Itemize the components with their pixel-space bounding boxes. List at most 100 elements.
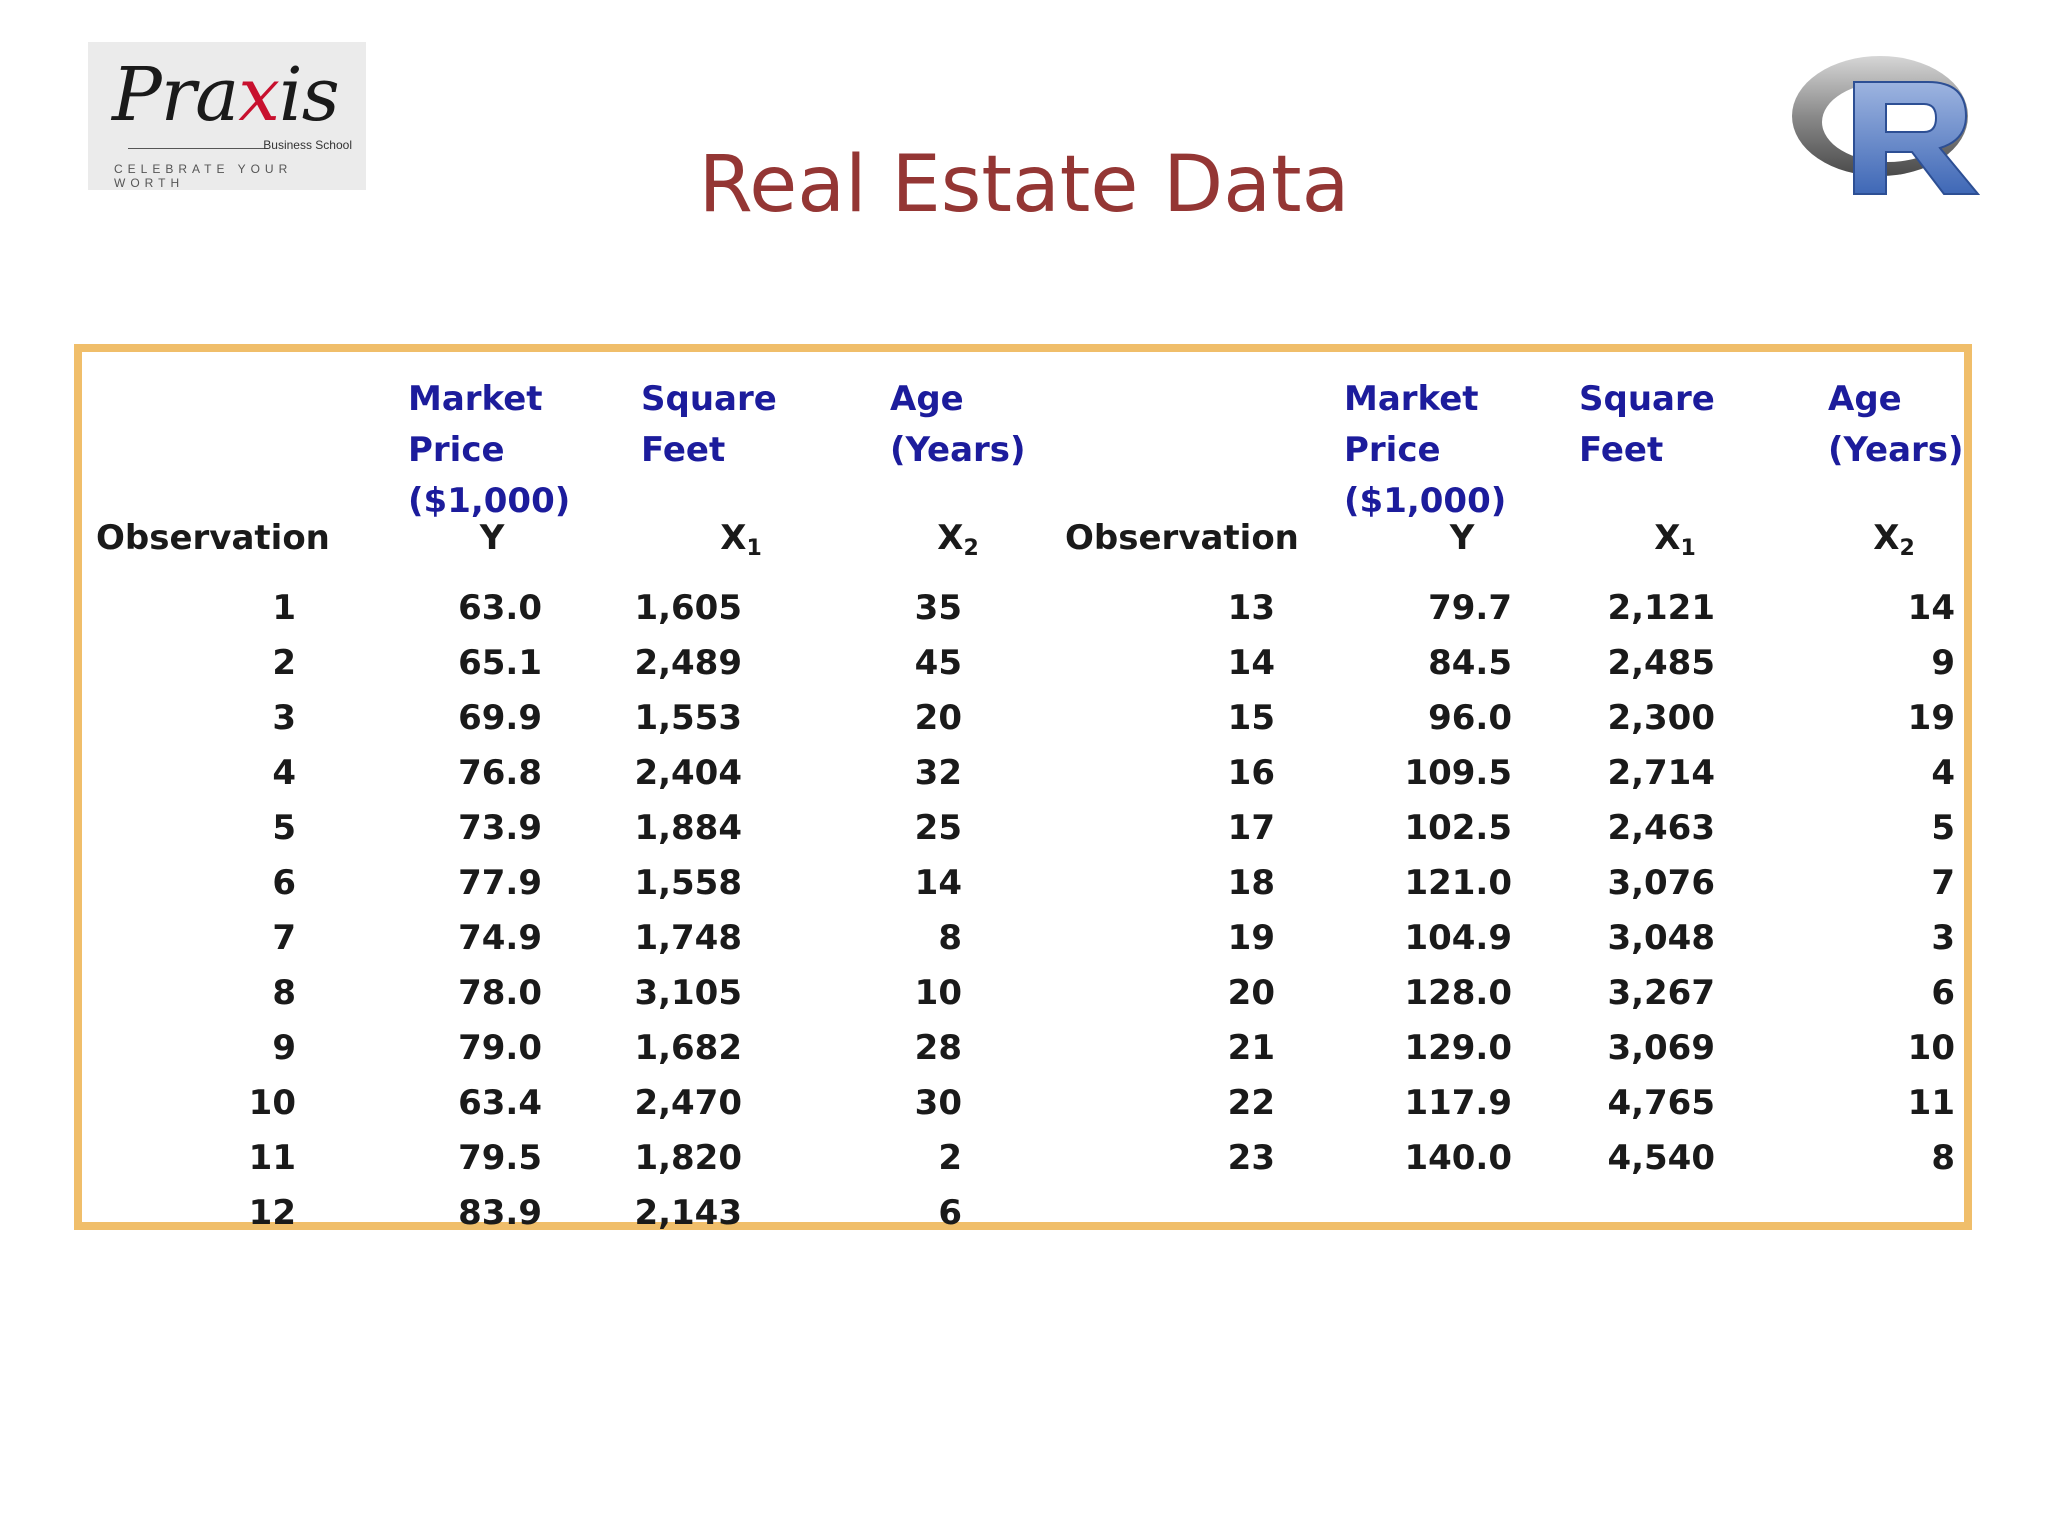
table-cell-left-obs: 6 (272, 863, 296, 903)
table-cell-right-y: 140.0 (1404, 1138, 1512, 1178)
table-cell-left-x2: 25 (914, 808, 962, 848)
table-cell-right-x1: 4,540 (1607, 1138, 1715, 1178)
table-cell-right-x1: 3,076 (1607, 863, 1715, 903)
table-cell-left-obs: 9 (272, 1028, 296, 1068)
table-cell-left-y: 63.0 (458, 588, 542, 628)
x-symbol: X (1654, 518, 1681, 558)
praxis-tagline: CELEBRATE YOUR WORTH (114, 162, 293, 190)
header-x1-right: X1 (1630, 518, 1720, 561)
table-cell-right-obs: 16 (1227, 753, 1275, 793)
table-cell-left-x2: 45 (914, 643, 962, 683)
table-cell-right-obs: 13 (1227, 588, 1275, 628)
header-observation-right: Observation (1065, 518, 1299, 558)
table-cell-left-obs: 4 (272, 753, 296, 793)
table-cell-right-x1: 4,765 (1607, 1083, 1715, 1123)
table-cell-left-y: 63.4 (458, 1083, 542, 1123)
table-cell-left-obs: 3 (272, 698, 296, 738)
table-cell-left-x2: 8 (938, 918, 962, 958)
x-subscript: 2 (963, 536, 979, 561)
table-cell-left-x2: 28 (914, 1028, 962, 1068)
table-cell-right-x2: 7 (1931, 863, 1955, 903)
header-square-feet-right: Square Feet (1579, 379, 1715, 470)
table-cell-left-x1: 2,404 (634, 753, 742, 793)
header-x2-right: X2 (1854, 518, 1934, 561)
x-subscript: 2 (1899, 536, 1915, 561)
table-cell-right-x1: 2,121 (1607, 588, 1715, 628)
table-cell-right-obs: 15 (1227, 698, 1275, 738)
table-cell-right-x1: 3,048 (1607, 918, 1715, 958)
header-age-right: Age (Years) (1828, 379, 1964, 470)
table-cell-left-y: 76.8 (458, 753, 542, 793)
logo-rule (128, 148, 268, 149)
table-cell-right-y: 96.0 (1428, 698, 1512, 738)
table-cell-right-obs: 19 (1227, 918, 1275, 958)
x-subscript: 1 (1680, 536, 1696, 561)
header-y-right: Y (1402, 518, 1522, 558)
table-cell-right-y: 128.0 (1404, 973, 1512, 1013)
y-symbol: Y (479, 518, 505, 558)
header-y-left: Y (432, 518, 552, 558)
table-cell-left-obs: 10 (248, 1083, 296, 1123)
table-cell-left-y: 77.9 (458, 863, 542, 903)
table-cell-left-obs: 7 (272, 918, 296, 958)
table-cell-left-obs: 8 (272, 973, 296, 1013)
header-x1-left: X1 (696, 518, 786, 560)
table-cell-right-obs: 18 (1227, 863, 1275, 903)
praxis-logo: Praxis Business School CELEBRATE YOUR WO… (88, 42, 366, 190)
table-cell-right-y: 104.9 (1404, 918, 1512, 958)
header-observation-left: Observation (96, 518, 330, 558)
table-cell-right-x1: 2,463 (1607, 808, 1715, 848)
table-cell-right-x2: 19 (1907, 698, 1955, 738)
page-title: Real Estate Data (698, 140, 1350, 230)
table-cell-left-x1: 2,489 (634, 643, 742, 683)
praxis-subtitle: Business School (263, 138, 352, 152)
data-table-frame: Market Price ($1,000) Square Feet Age (Y… (74, 344, 1972, 1233)
y-symbol: Y (1449, 518, 1475, 558)
table-cell-left-obs: 12 (248, 1193, 296, 1233)
table-cell-left-y: 74.9 (458, 918, 542, 958)
header-market-price-left: Market Price ($1,000) (408, 379, 571, 521)
table-cell-left-x1: 3,105 (634, 973, 742, 1013)
table-cell-left-obs: 2 (272, 643, 296, 683)
table-cell-right-x1: 3,069 (1607, 1028, 1715, 1068)
table-cell-right-x2: 8 (1931, 1138, 1955, 1178)
table-cell-left-x2: 6 (938, 1193, 962, 1233)
table-cell-left-x2: 20 (914, 698, 962, 738)
table-cell-right-y: 117.9 (1404, 1083, 1512, 1123)
table-cell-left-x2: 32 (914, 753, 962, 793)
table-cell-left-x1: 1,820 (634, 1138, 742, 1178)
table-cell-right-x2: 6 (1931, 973, 1955, 1013)
table-cell-left-x1: 2,143 (634, 1193, 742, 1233)
table-cell-left-y: 79.0 (458, 1028, 542, 1068)
table-cell-left-y: 83.9 (458, 1193, 542, 1233)
table-cell-right-x2: 5 (1931, 808, 1955, 848)
table-cell-left-x1: 1,553 (634, 698, 742, 738)
table-cell-right-y: 102.5 (1404, 808, 1512, 848)
table-cell-right-x2: 9 (1931, 643, 1955, 683)
table-cell-left-y: 65.1 (458, 643, 542, 683)
table-cell-left-x1: 1,605 (634, 588, 742, 628)
table-cell-right-y: 109.5 (1404, 753, 1512, 793)
table-cell-left-x2: 35 (914, 588, 962, 628)
table-cell-left-x1: 2,470 (634, 1083, 742, 1123)
table-cell-right-x2: 10 (1907, 1028, 1955, 1068)
table-cell-right-y: 84.5 (1428, 643, 1512, 683)
table-cell-right-x1: 3,267 (1607, 973, 1715, 1013)
x-symbol: X (1873, 518, 1900, 558)
table-cell-right-x1: 2,485 (1607, 643, 1715, 683)
table-cell-right-obs: 22 (1227, 1083, 1275, 1123)
table-cell-right-x1: 2,714 (1607, 753, 1715, 793)
table-cell-left-x1: 1,558 (634, 863, 742, 903)
table-cell-right-x2: 11 (1907, 1083, 1955, 1123)
table-cell-right-y: 121.0 (1404, 863, 1512, 903)
table-cell-left-obs: 11 (248, 1138, 296, 1178)
table-cell-right-obs: 17 (1227, 808, 1275, 848)
table-cell-right-y: 79.7 (1428, 588, 1512, 628)
table-cell-right-x1: 2,300 (1607, 698, 1715, 738)
header-square-feet-left: Square Feet (641, 379, 777, 470)
table-cell-right-y: 129.0 (1404, 1028, 1512, 1068)
table-cell-left-y: 69.9 (458, 698, 542, 738)
header-age-left: Age (Years) (890, 379, 1026, 470)
table-cell-left-x1: 1,682 (634, 1028, 742, 1068)
table-cell-right-x2: 14 (1907, 588, 1955, 628)
